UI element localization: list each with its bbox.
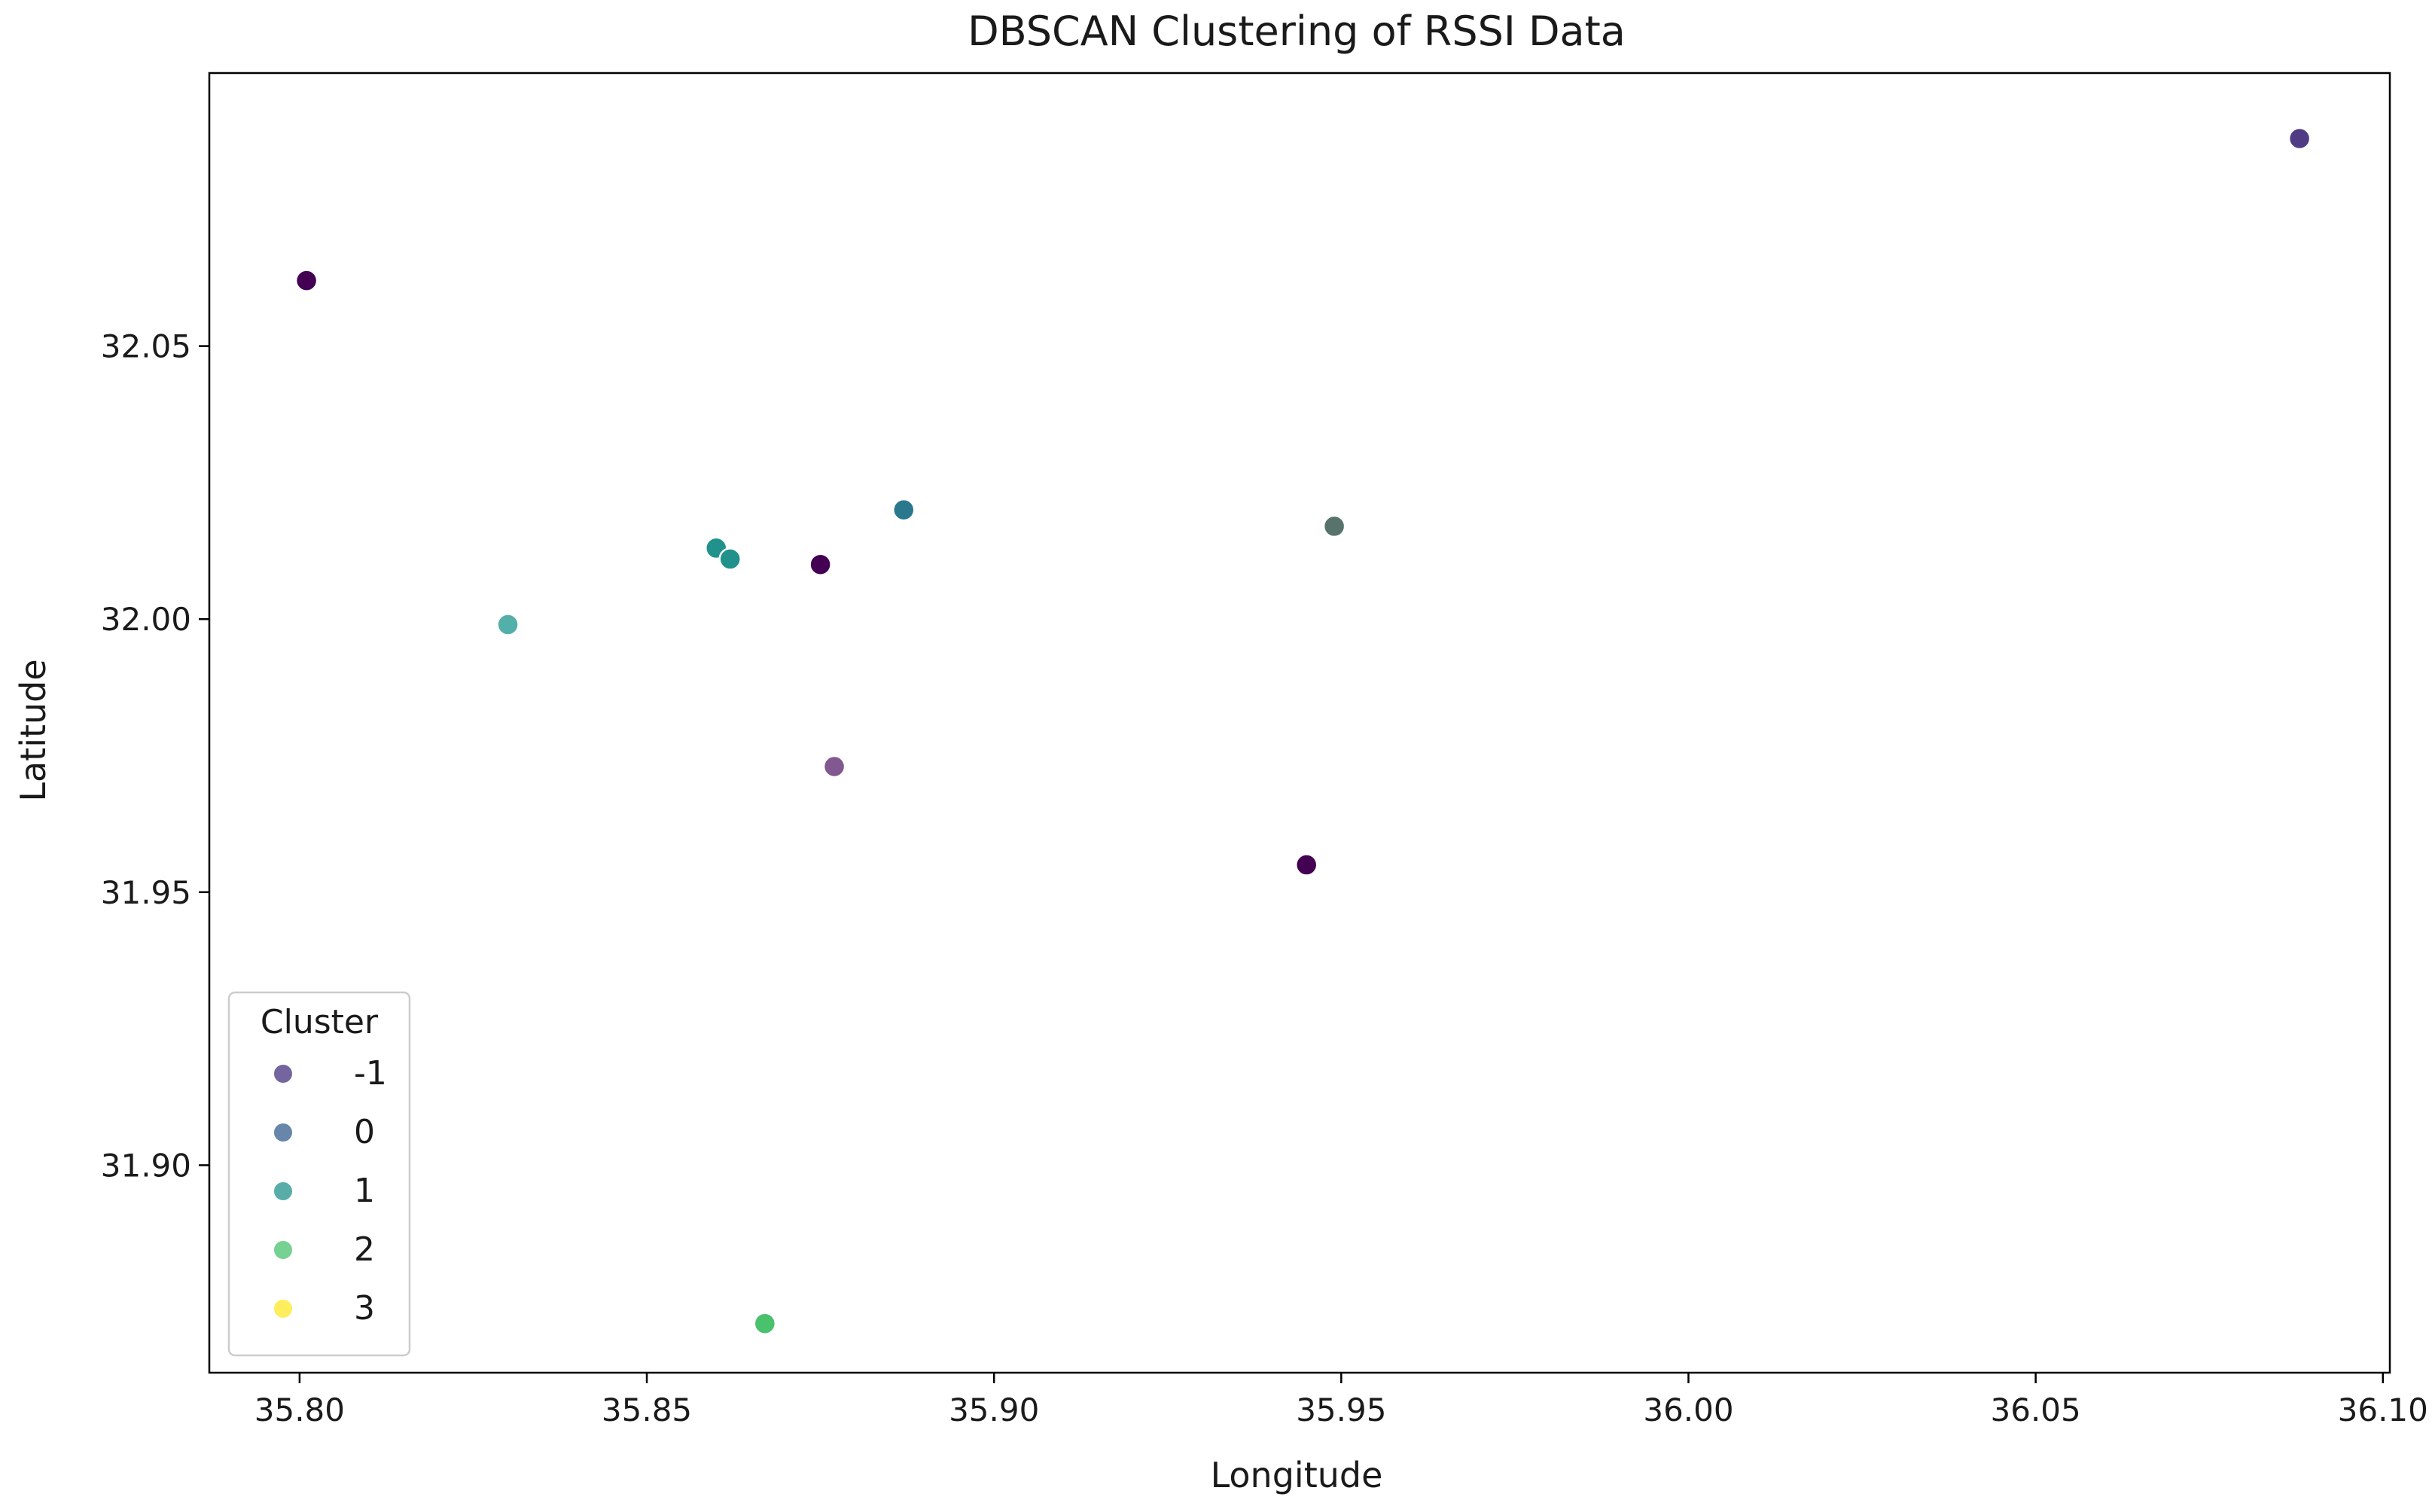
scatter-point — [2287, 127, 2312, 151]
x-tick-label: 36.00 — [1643, 1392, 1733, 1428]
legend-title: Cluster — [261, 1003, 379, 1041]
legend-box — [227, 991, 411, 1357]
scatter-point — [822, 754, 846, 779]
y-tick-label: 32.05 — [101, 328, 191, 365]
legend-marker — [273, 1298, 294, 1319]
x-tick-label: 35.95 — [1296, 1392, 1386, 1428]
scatter-point — [718, 547, 742, 571]
scatter-point — [496, 613, 520, 636]
y-axis-label: Latitude — [13, 659, 53, 801]
scatter-point — [753, 1312, 777, 1335]
legend-label: 0 — [354, 1113, 375, 1151]
chart-title: DBSCAN Clustering of RSSI Data — [968, 8, 1626, 55]
scatter-point — [294, 269, 318, 292]
legend-label: -1 — [354, 1054, 387, 1093]
scatter-point — [1294, 853, 1318, 876]
y-tick-label: 31.90 — [101, 1147, 191, 1184]
legend-label: 3 — [354, 1289, 375, 1328]
scatter-point — [809, 553, 832, 576]
x-axis: 35.80 35.85 35.90 35.95 36.00 36.05 36.10 — [254, 1373, 2428, 1428]
y-tick-label: 32.00 — [101, 601, 191, 638]
x-tick-label: 36.10 — [2338, 1392, 2428, 1428]
x-tick-label: 35.80 — [254, 1392, 345, 1428]
y-tick-label: 31.95 — [101, 874, 191, 911]
scatter-point — [1322, 514, 1346, 538]
legend: Cluster -1 0 1 2 3 — [227, 991, 411, 1357]
legend-label: 1 — [354, 1172, 375, 1210]
legend-marker — [273, 1181, 294, 1202]
legend-marker — [273, 1239, 294, 1261]
x-axis-label: Longitude — [1211, 1455, 1383, 1495]
legend-entries: -1 0 1 2 3 — [273, 1054, 387, 1328]
legend-marker — [273, 1063, 294, 1084]
scatter-point — [892, 498, 916, 522]
y-axis: 31.90 31.95 32.00 32.05 — [101, 328, 209, 1184]
legend-marker — [273, 1122, 294, 1143]
x-tick-label: 35.85 — [602, 1392, 692, 1428]
legend-label: 2 — [354, 1230, 375, 1269]
plot-area-frame — [208, 72, 2391, 1374]
data-points — [294, 127, 2312, 1335]
x-tick-label: 35.90 — [949, 1392, 1039, 1428]
x-tick-label: 36.05 — [1991, 1392, 2081, 1428]
